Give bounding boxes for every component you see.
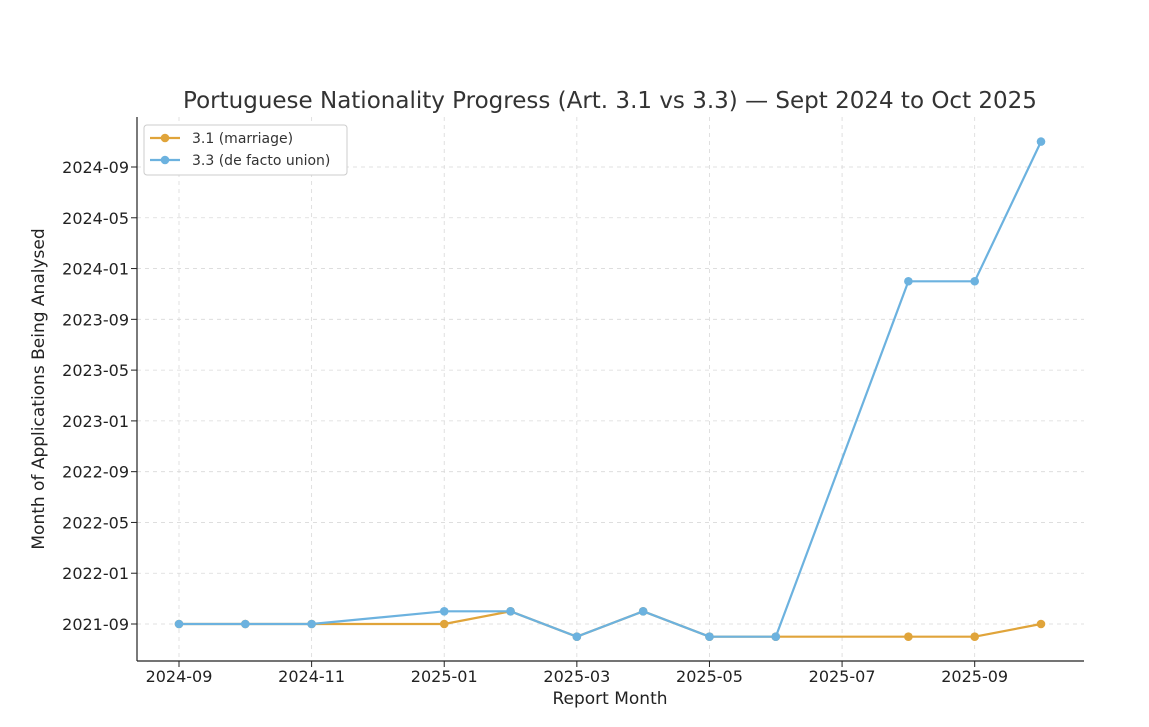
grid [137, 117, 1084, 661]
axes [136, 117, 1084, 662]
data-point [904, 632, 913, 641]
y-tick-label: 2024-01 [62, 260, 129, 279]
legend-label: 3.3 (de facto union) [192, 153, 330, 169]
data-point [439, 607, 449, 616]
data-point [970, 276, 979, 286]
x-tick-label: 2024-11 [278, 667, 345, 686]
series-line [179, 141, 1042, 638]
data-point [439, 619, 449, 629]
x-axis-label: Report Month [552, 689, 667, 709]
y-tick-label: 2024-05 [62, 209, 129, 228]
data-point [307, 619, 316, 629]
y-tick-label: 2021-09 [62, 615, 129, 634]
y-tick-label: 2023-01 [62, 412, 129, 431]
x-tick-label: 2025-09 [941, 667, 1008, 686]
data-point [771, 632, 781, 641]
data-point [1036, 619, 1046, 629]
data-point [572, 632, 582, 641]
y-tick-label: 2022-01 [62, 564, 129, 583]
x-axis-ticks: 2024-09 2024-11 2025-01 2025-03 2025-05 2025-… [146, 661, 1008, 686]
legend-swatch-marker [160, 155, 170, 165]
series-2 [174, 137, 1046, 641]
series-layer [174, 137, 1046, 641]
data-point [506, 607, 515, 616]
data-point [904, 276, 913, 286]
x-tick-label: 2025-01 [411, 667, 478, 686]
data-point [241, 619, 250, 629]
legend: 3.1 (marriage) 3.3 (de facto union) [143, 124, 348, 176]
data-point [1036, 137, 1046, 146]
legend-box [143, 124, 348, 176]
x-tick-label: 2025-03 [543, 667, 610, 686]
y-tick-label: 2023-09 [62, 310, 129, 329]
y-tick-label: 2024-09 [62, 158, 129, 177]
y-tick-label: 2022-09 [62, 463, 129, 482]
data-point [705, 632, 714, 641]
data-point [174, 619, 184, 629]
data-point [970, 632, 979, 641]
legend-swatch-marker [160, 133, 170, 143]
y-tick-label: 2023-05 [62, 361, 129, 380]
x-tick-label: 2025-07 [809, 667, 876, 686]
data-point [638, 607, 648, 616]
x-tick-label: 2025-05 [676, 667, 743, 686]
y-tick-label: 2022-05 [62, 513, 129, 532]
y-axis-label: Month of Applications Being Analysed [29, 228, 49, 549]
x-tick-label: 2024-09 [146, 667, 213, 686]
legend-item: 3.1 (marriage) [150, 131, 293, 147]
legend-label: 3.1 (marriage) [192, 131, 293, 147]
chart-title: Portuguese Nationality Progress (Art. 3.… [183, 88, 1037, 114]
y-axis-ticks: 2021-09 2022-01 2022-05 2022-09 2023-01 2023-… [62, 158, 137, 634]
legend-item: 3.3 (de facto union) [150, 153, 330, 169]
